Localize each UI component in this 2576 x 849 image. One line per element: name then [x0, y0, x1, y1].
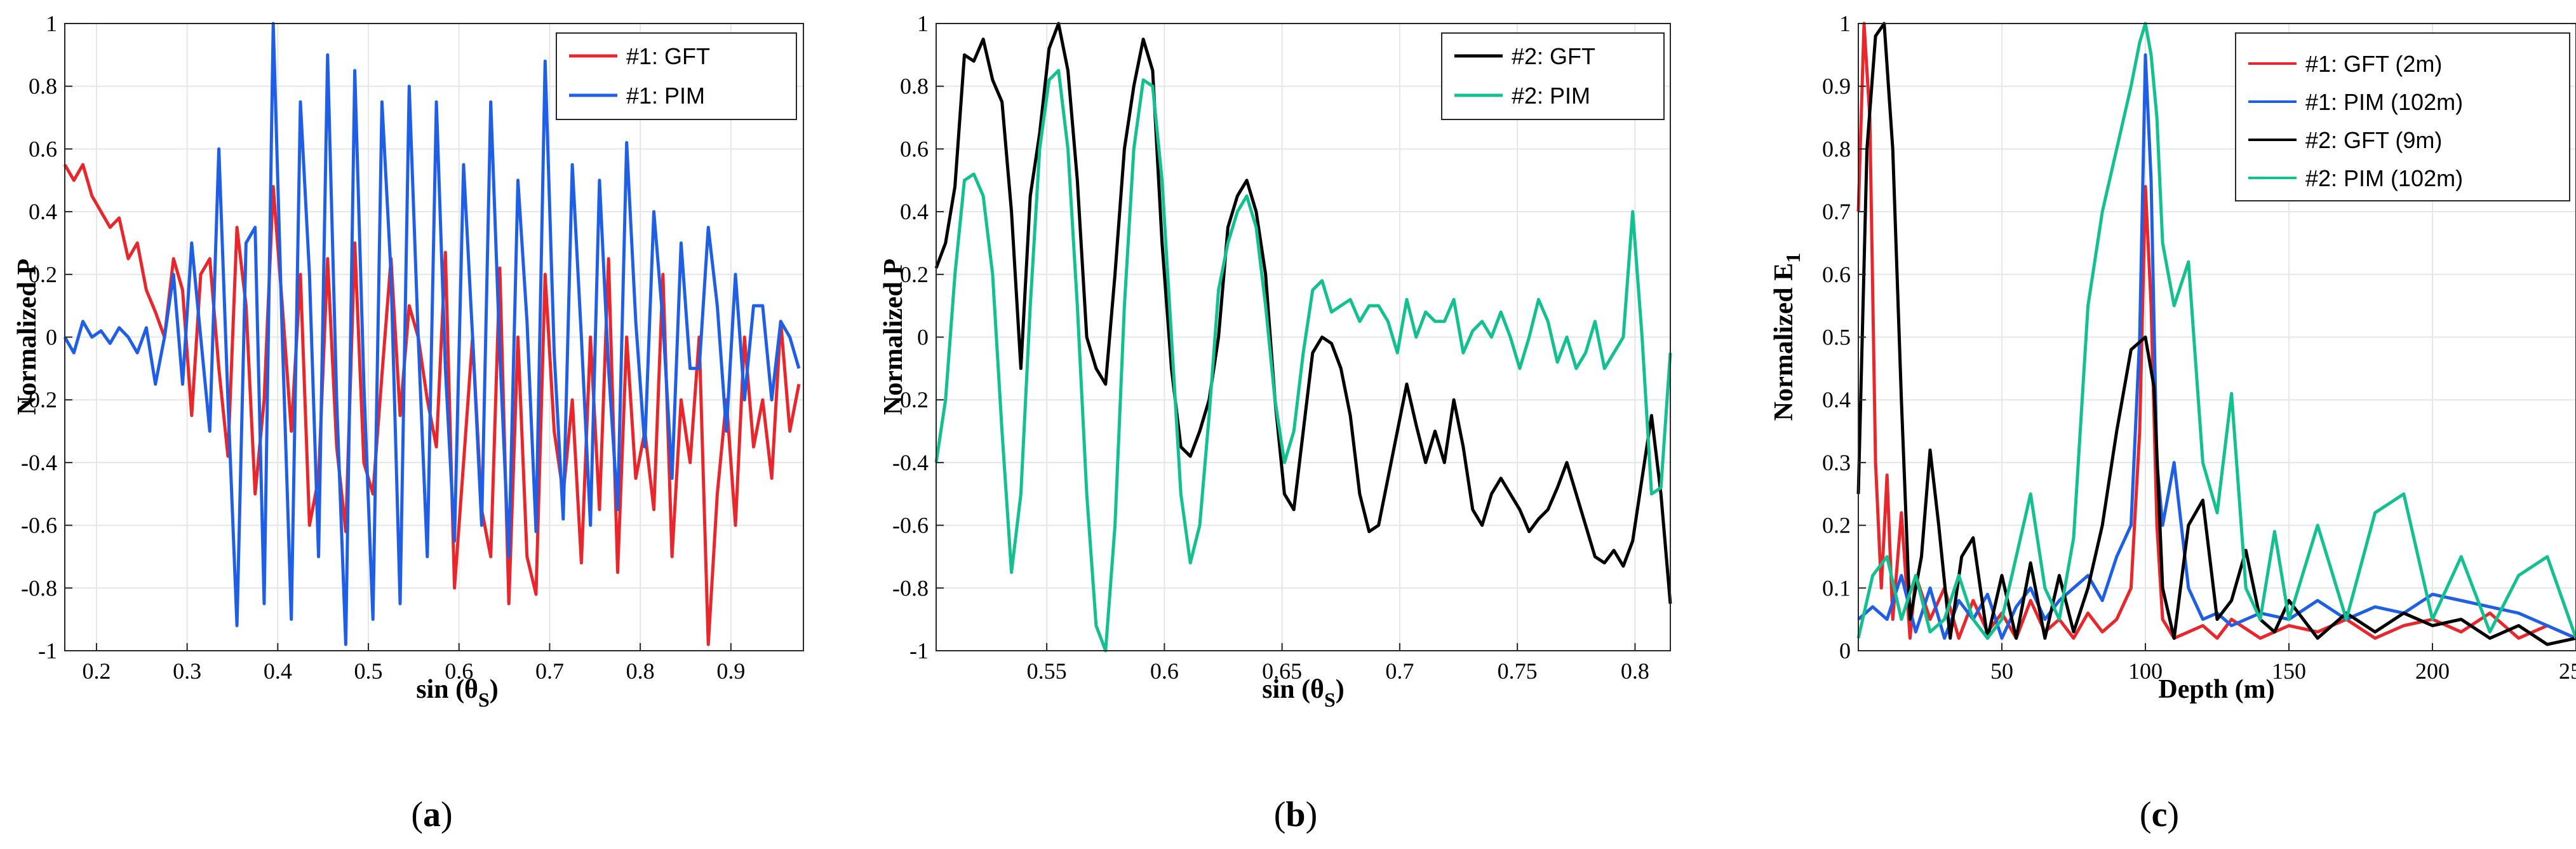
x-tick-label: 100 — [2128, 658, 2163, 684]
legend-box-a — [556, 32, 797, 120]
y-tick-label: 0 — [917, 325, 929, 350]
y-tick-label: 0 — [1839, 638, 1851, 663]
legend-c: #1: GFT (2m) #1: PIM (102m) #2: GFT (9m)… — [2235, 32, 2570, 201]
x-tick-label: 0.2 — [82, 658, 111, 684]
y-tick-label: 0.2 — [1822, 513, 1851, 538]
y-tick-label: -0.8 — [21, 575, 57, 601]
y-tick-label: 0 — [46, 325, 57, 350]
legend-label-a-0: #1: GFT — [626, 43, 710, 69]
x-tick-label: 0.7 — [1385, 658, 1414, 684]
panel-b: 0.55 0.6 0.65 0.7 0.75 0.8 -1 -0.8 -0.6 -0.4 -0.2 0… — [879, 11, 1672, 834]
ylabel-c: Normalized E1 — [1769, 253, 1804, 421]
ticks-c: 50 100 150 200 250 0 0.1 0.2 0.3 0.4 0.5 0.6 0.7 0.8 0… — [1822, 11, 2576, 684]
panel-label-c: (c) — [2140, 795, 2179, 834]
y-tick-label: -0.6 — [21, 513, 57, 538]
y-tick-label: -0.2 — [21, 387, 57, 412]
y-tick-label: 1 — [1839, 11, 1851, 36]
x-tick-label: 250 — [2559, 658, 2576, 684]
legend-box-c — [2235, 32, 2570, 201]
legend-label-b-1: #2: PIM — [1512, 83, 1590, 109]
series-line-c-3 — [1856, 22, 2576, 640]
y-tick-label: 0.8 — [900, 74, 929, 99]
y-tick-label: 0.4 — [1822, 387, 1851, 412]
x-tick-label: 150 — [2272, 658, 2306, 684]
xlabel-c: Depth (m) — [2158, 675, 2274, 704]
legend-label-c-3: #2: PIM (102m) — [2305, 165, 2463, 191]
ylabel-a: Normalized P — [13, 259, 42, 415]
x-tick-label: 0.6 — [1150, 658, 1179, 684]
legend-label-c-1: #1: PIM (102m) — [2305, 89, 2463, 115]
y-tick-label: 0.3 — [1822, 450, 1851, 475]
ylabel-b: Normalized P — [879, 259, 908, 415]
x-tick-label: 200 — [2415, 658, 2450, 684]
legend-label-a-1: #1: PIM — [626, 83, 705, 109]
ticks-b: 0.55 0.6 0.65 0.7 0.75 0.8 -1 -0.8 -0.6 -0.4 -0.2 0… — [892, 11, 1649, 684]
panel-label-a: (a) — [411, 795, 452, 834]
x-tick-label: 0.6 — [445, 658, 473, 684]
y-tick-label: 0.6 — [29, 136, 57, 161]
x-tick-label: 0.75 — [1498, 658, 1538, 684]
y-tick-label: 0.5 — [1822, 325, 1851, 350]
series-line-b-1 — [934, 69, 1672, 653]
legend-a: #1: GFT #1: PIM — [556, 32, 797, 120]
y-tick-label: 0.7 — [1822, 199, 1851, 224]
y-tick-label: -0.2 — [892, 387, 929, 412]
legend-box-b — [1441, 32, 1665, 120]
y-tick-label: -0.6 — [892, 513, 929, 538]
x-tick-label: 0.7 — [535, 658, 564, 684]
x-tick-label: 0.9 — [716, 658, 745, 684]
y-tick-label: -1 — [38, 638, 57, 663]
x-tick-label: 0.4 — [264, 658, 292, 684]
y-tick-label: 0.2 — [29, 262, 57, 287]
x-tick-label: 0.55 — [1027, 658, 1067, 684]
legend-b: #2: GFT #2: PIM — [1441, 32, 1665, 120]
legend-label-b-0: #2: GFT — [1512, 43, 1595, 69]
panel-c: 50 100 150 200 250 0 0.1 0.2 0.3 0.4 0.5 0.6 0.7 0.8 0… — [1769, 11, 2576, 834]
x-tick-label: 0.8 — [626, 658, 655, 684]
xlabel-b: sin (θS) — [1262, 675, 1345, 711]
y-tick-label: 0.8 — [1822, 136, 1851, 161]
y-tick-label: -0.4 — [892, 450, 929, 475]
series-line-a-1 — [63, 22, 801, 646]
panel-a: 0.2 0.3 0.4 0.5 0.6 0.7 0.8 0.9 -1 -0.8 -0.6 -0.4 -0… — [13, 11, 804, 834]
y-tick-label: 0.1 — [1822, 575, 1851, 601]
ticks-a: 0.2 0.3 0.4 0.5 0.6 0.7 0.8 0.9 -1 -0.8 -0.6 -0.4 -0… — [21, 11, 745, 684]
x-tick-label: 0.8 — [1621, 658, 1649, 684]
x-tick-label: 0.5 — [354, 658, 383, 684]
y-tick-label: -0.8 — [892, 575, 929, 601]
y-tick-label: 0.2 — [900, 262, 929, 287]
series-line-c-2 — [1856, 22, 2576, 646]
series-line-a-0 — [63, 163, 801, 646]
x-tick-label: 0.65 — [1262, 658, 1302, 684]
y-tick-label: 0.8 — [29, 74, 57, 99]
series-group-a — [63, 22, 801, 646]
legend-label-c-0: #1: GFT (2m) — [2305, 51, 2442, 77]
x-tick-label: 50 — [1990, 658, 2013, 684]
y-tick-label: 1 — [46, 11, 57, 36]
series-group-c — [1856, 22, 2576, 646]
y-tick-label: 0.6 — [900, 136, 929, 161]
legend-label-c-2: #2: GFT (9m) — [2305, 127, 2442, 153]
y-tick-label: 1 — [917, 11, 929, 36]
xlabel-a: sin (θS) — [416, 675, 499, 711]
series-line-c-1 — [1857, 53, 2576, 640]
y-tick-label: 0.4 — [29, 199, 57, 224]
y-tick-label: 0.9 — [1822, 74, 1851, 99]
y-tick-label: -0.4 — [21, 450, 57, 475]
y-tick-label: 0.4 — [900, 199, 929, 224]
x-tick-label: 0.3 — [173, 658, 201, 684]
y-tick-label: 0.6 — [1822, 262, 1851, 287]
y-tick-label: -1 — [909, 638, 929, 663]
panel-label-b: (b) — [1274, 795, 1317, 834]
